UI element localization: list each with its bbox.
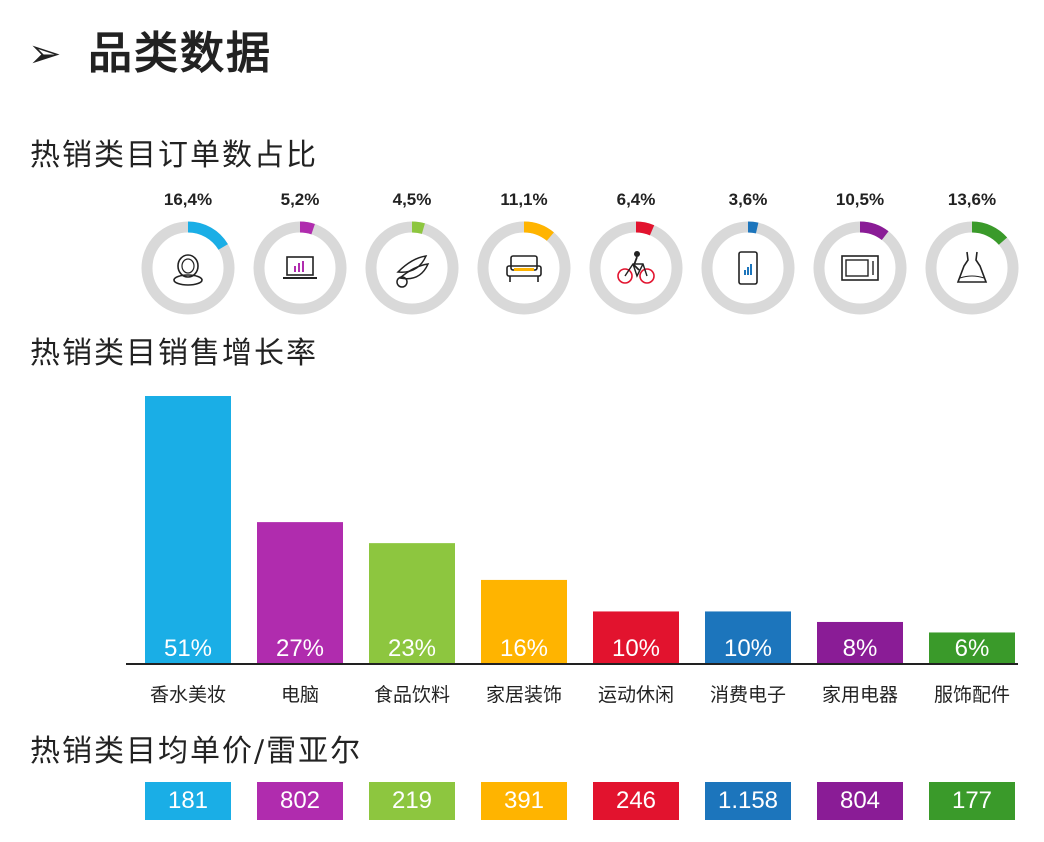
smartphone-icon xyxy=(738,251,758,285)
bicycle-icon xyxy=(617,251,655,284)
order-share-donut xyxy=(253,221,347,315)
donut-slice xyxy=(253,221,347,315)
compact-mirror-icon xyxy=(173,254,203,286)
laptop-chart-icon xyxy=(283,256,317,279)
growth-bar xyxy=(817,621,903,664)
section-title-orders: 热销类目订单数占比 xyxy=(30,138,318,173)
price-box: 804 xyxy=(817,782,903,820)
growth-bar-chart: 51% 27% 23% 16% 10% 10% 8% 6% xyxy=(126,396,1018,665)
fruit-icon xyxy=(396,255,430,288)
category-label: 食品饮料 xyxy=(373,684,450,706)
growth-bar-label: 23% xyxy=(388,635,436,662)
order-share-donut xyxy=(477,221,571,315)
order-share-donut xyxy=(701,221,795,315)
order-share-donut xyxy=(365,221,459,315)
price-box: 219 xyxy=(369,782,455,820)
donut-track xyxy=(813,221,907,315)
growth-bar xyxy=(257,522,343,664)
order-share-label: 5,2% xyxy=(280,190,320,209)
dress-icon xyxy=(956,251,988,283)
category-label: 服饰配件 xyxy=(933,684,1010,706)
page-title: 品类数据 xyxy=(88,28,272,79)
price-box: 1.158 xyxy=(705,782,791,820)
price-box: 177 xyxy=(929,782,1015,820)
growth-bar xyxy=(481,579,567,664)
order-share-label: 11,1% xyxy=(500,190,548,209)
order-share-label: 16,4% xyxy=(163,190,213,209)
order-share-donut xyxy=(813,221,907,315)
growth-bar xyxy=(145,396,231,664)
growth-bar xyxy=(593,611,679,664)
growth-bar-label: 10% xyxy=(724,635,772,662)
donut-slice xyxy=(365,221,459,315)
growth-bar xyxy=(705,611,791,664)
order-share-label: 3,6% xyxy=(728,190,768,209)
category-label: 运动休闲 xyxy=(597,684,674,706)
category-label: 香水美妆 xyxy=(149,684,226,706)
donut-slice xyxy=(589,221,683,315)
growth-bar-label: 16% xyxy=(500,635,548,662)
microwave-icon xyxy=(841,255,879,281)
order-share-donut xyxy=(141,221,235,315)
donut-slice xyxy=(925,221,1019,315)
price-box: 802 xyxy=(257,782,343,820)
section-title-growth: 热销类目销售增长率 xyxy=(30,336,318,371)
price-box: 181 xyxy=(145,782,231,820)
order-share-label: 6,4% xyxy=(616,190,656,209)
section-title-price: 热销类目均单价/雷亚尔 xyxy=(30,734,363,769)
category-label: 家居装饰 xyxy=(485,684,562,706)
order-share-label: 13,6% xyxy=(947,190,997,209)
order-share-donut xyxy=(925,221,1019,315)
growth-bar-label: 8% xyxy=(843,635,878,662)
donut-slice xyxy=(141,221,235,315)
price-box: 246 xyxy=(593,782,679,820)
growth-bar-label: 10% xyxy=(612,635,660,662)
order-share-label: 4,5% xyxy=(392,190,432,209)
order-share-label: 10,5% xyxy=(835,190,885,209)
donut-track xyxy=(365,221,459,315)
donut-slice xyxy=(813,221,907,315)
armchair-icon xyxy=(506,255,542,282)
growth-bar-label: 51% xyxy=(164,635,212,662)
growth-bar-label: 27% xyxy=(276,635,324,662)
category-label: 家用电器 xyxy=(821,684,898,706)
growth-bar-label: 6% xyxy=(955,635,990,662)
title-arrow-icon: ➢ xyxy=(28,31,62,77)
growth-bar xyxy=(929,632,1015,664)
category-label: 消费电子 xyxy=(709,684,786,706)
donut-slice xyxy=(701,221,795,315)
price-box: 391 xyxy=(481,782,567,820)
growth-bar xyxy=(369,543,455,664)
category-label: 电脑 xyxy=(280,684,319,706)
order-share-donut xyxy=(589,221,683,315)
donut-slice xyxy=(477,221,571,315)
